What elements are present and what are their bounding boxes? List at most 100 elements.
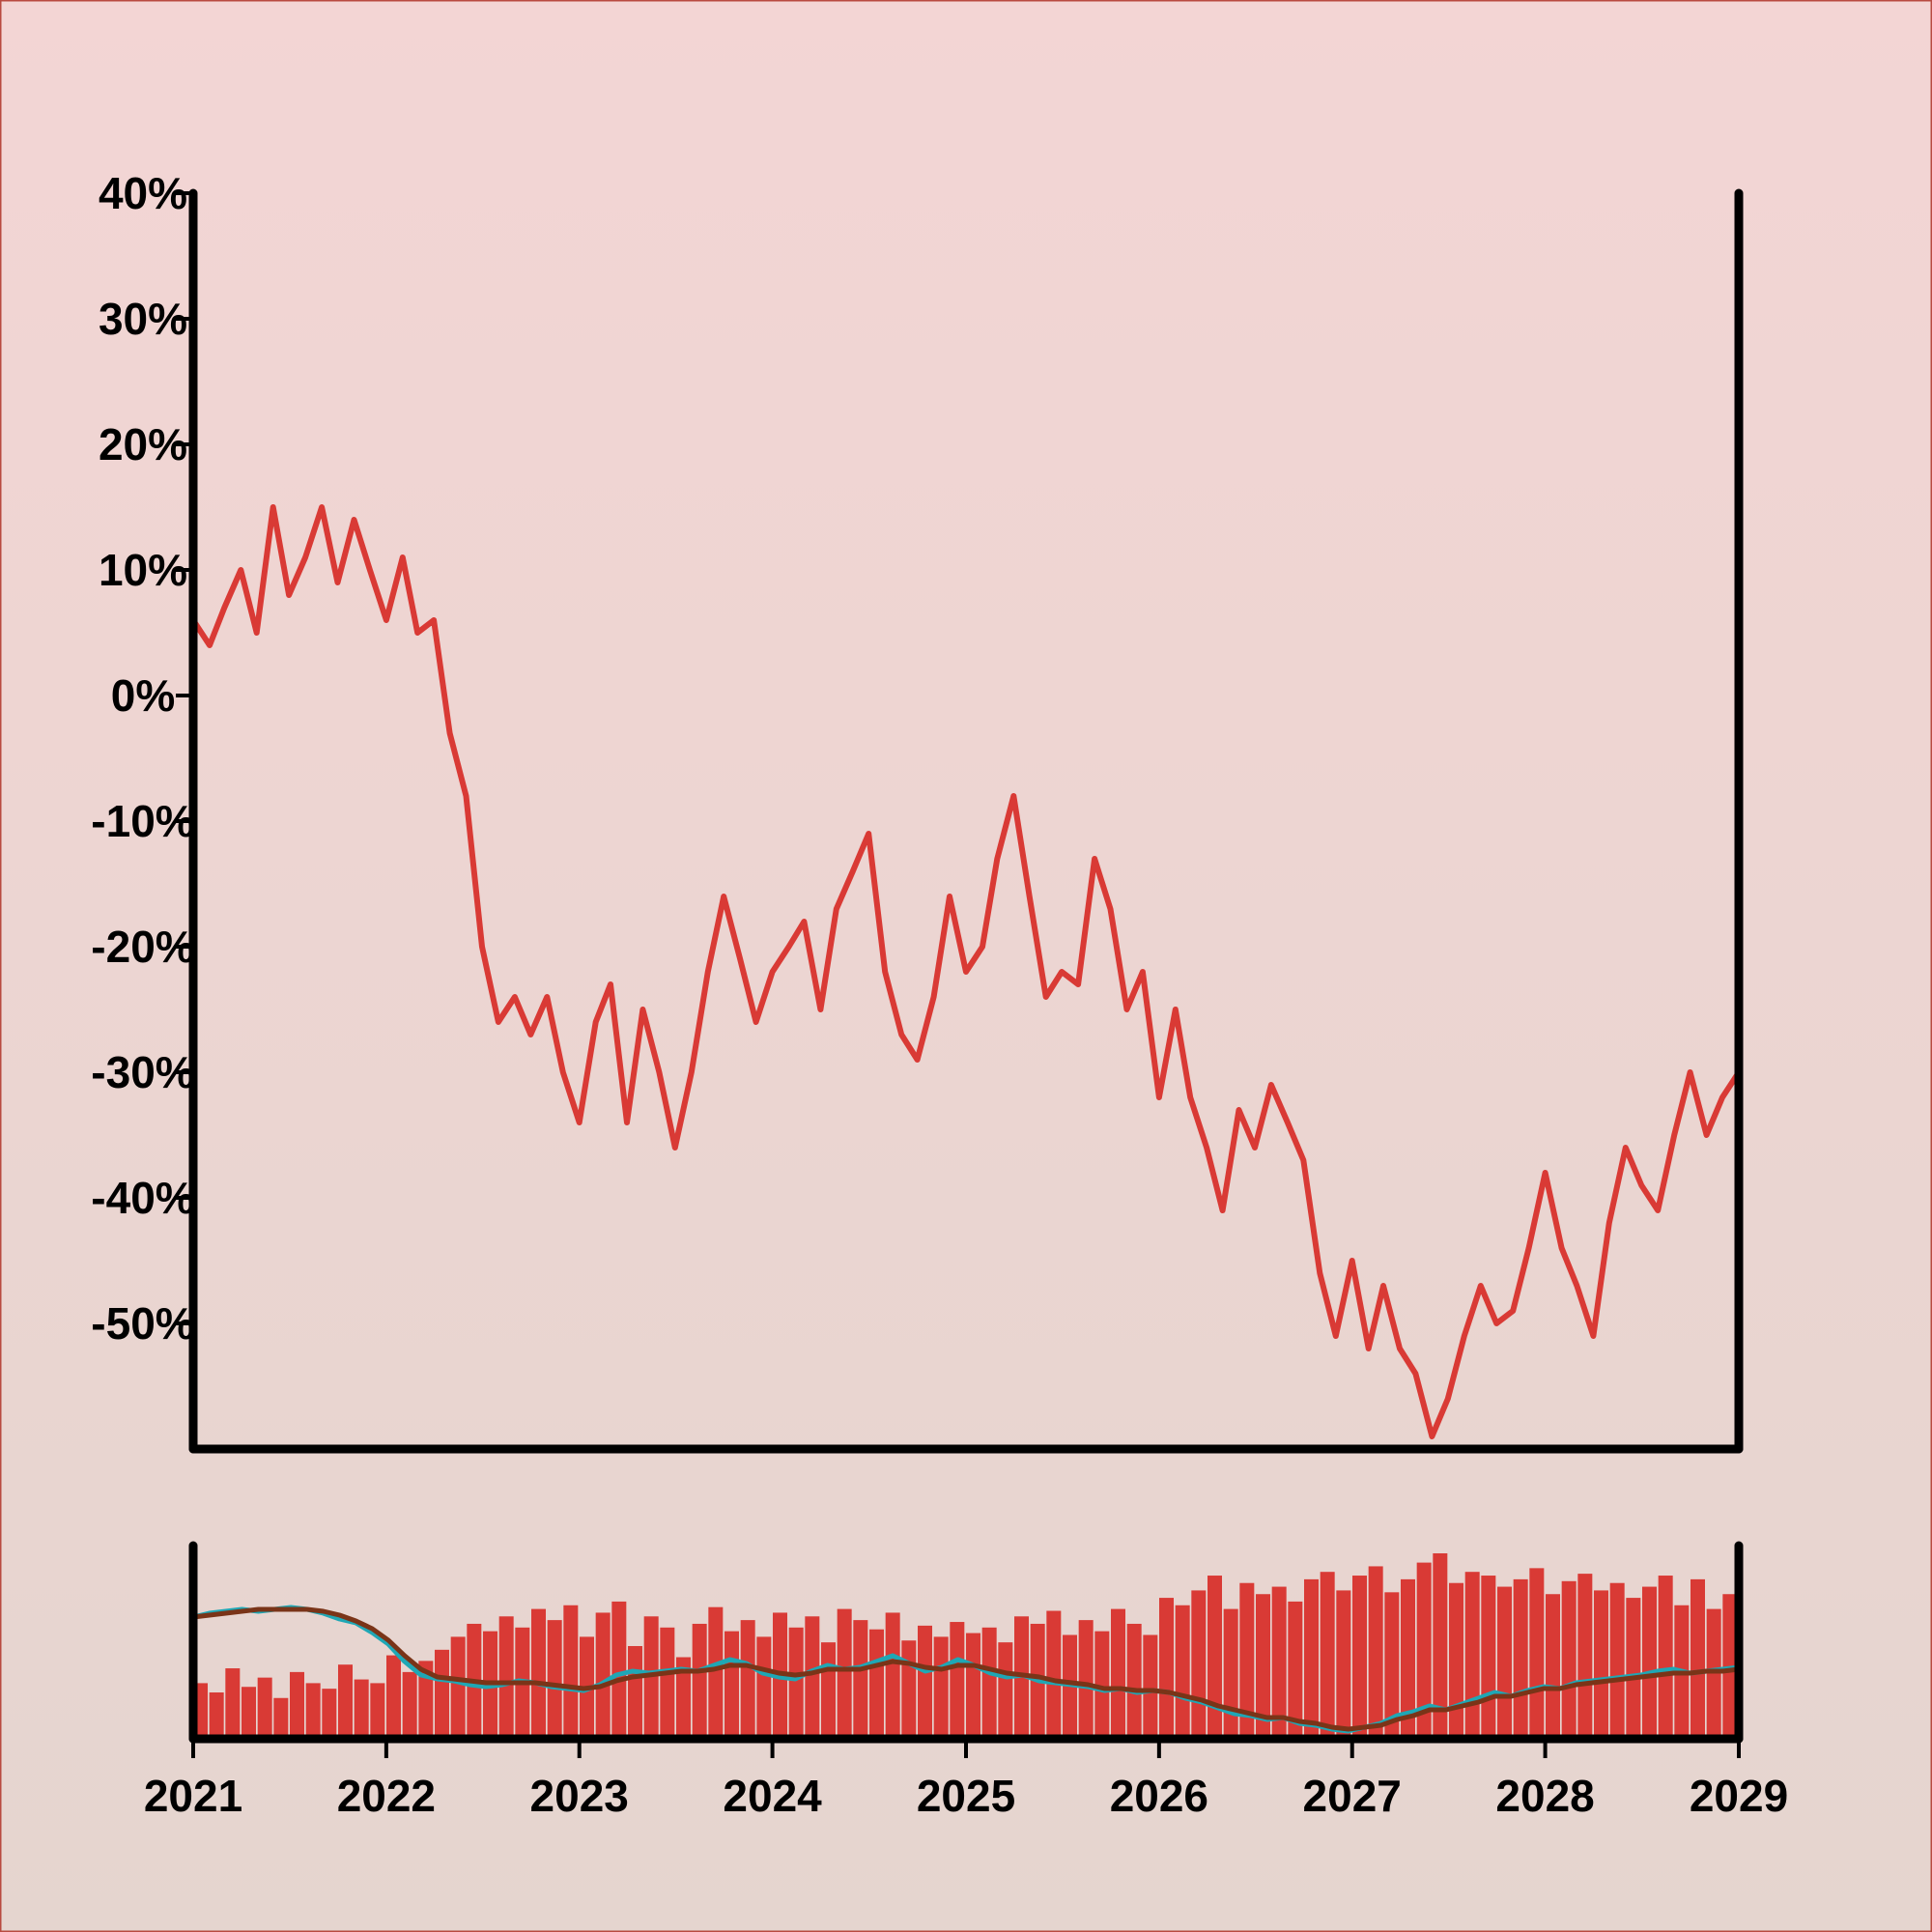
volume-bar (788, 1627, 804, 1739)
x-tick-label: 2026 (1110, 1771, 1208, 1821)
volume-bar (531, 1608, 546, 1739)
price-line (190, 504, 1742, 1439)
volume-bar (225, 1668, 241, 1739)
x-tick-label: 2022 (337, 1771, 436, 1821)
volume-bar (660, 1627, 675, 1739)
volume-bar (1706, 1608, 1721, 1739)
volume-bar (1094, 1631, 1110, 1739)
volume-bar (837, 1608, 852, 1739)
volume-bar (1594, 1590, 1608, 1739)
volume-bar (1046, 1610, 1062, 1739)
volume-bar (1690, 1578, 1705, 1739)
volume-bar (1159, 1598, 1174, 1739)
x-tick-label: 2027 (1303, 1771, 1402, 1821)
volume-bar (435, 1649, 449, 1739)
y-tick-label: 10% (99, 545, 187, 595)
volume-bar (338, 1664, 353, 1739)
volume-bar (1191, 1590, 1207, 1739)
price-panel (190, 504, 1742, 1439)
volume-bar (933, 1636, 949, 1739)
volume-bar (1384, 1592, 1400, 1739)
volume-bar (724, 1631, 739, 1739)
y-tick-label: 30% (99, 294, 187, 344)
volume-bar (692, 1623, 707, 1739)
volume-bar (354, 1679, 369, 1739)
volume-bar (1271, 1586, 1287, 1739)
volume-bar (1256, 1594, 1270, 1739)
volume-bar (322, 1689, 337, 1739)
volume-bar (998, 1642, 1013, 1739)
volume-bar (1546, 1594, 1560, 1739)
volume-bar (676, 1657, 691, 1739)
volume-bar (402, 1671, 417, 1739)
x-tick-label: 2024 (723, 1771, 822, 1821)
volume-bar (708, 1606, 724, 1739)
y-tick-label: -10% (91, 796, 194, 846)
moving-average-layer (192, 1605, 1740, 1734)
volume-bar (1111, 1608, 1125, 1739)
volume-bar (1626, 1598, 1641, 1739)
volume-bar (740, 1620, 755, 1739)
y-tick-label: 40% (99, 168, 187, 218)
volume-bar (805, 1616, 820, 1739)
volume-bar (1320, 1572, 1335, 1739)
volume-bar (1175, 1605, 1190, 1739)
volume-bar (1143, 1634, 1158, 1739)
volume-bar (901, 1640, 917, 1739)
volume-bar (595, 1612, 611, 1739)
volume-bar (1497, 1586, 1512, 1739)
axes (176, 188, 1744, 1758)
x-tick-label: 2023 (530, 1771, 629, 1821)
volume-bar (563, 1605, 579, 1739)
volume-bar (370, 1683, 385, 1739)
volume-bar (1513, 1578, 1528, 1739)
volume-bar (918, 1625, 932, 1739)
tick-labels: 40% 30% 20% 10% 0% -10% -20% -30% -40% -50% 2021 20… (91, 168, 1788, 1821)
volume-bar (209, 1692, 224, 1739)
volume-bar (1481, 1576, 1496, 1739)
volume-bar (1658, 1576, 1673, 1739)
y-tick-label: -40% (91, 1173, 194, 1223)
x-tick-label: 2025 (917, 1771, 1015, 1821)
y-tick-label: 20% (99, 419, 187, 469)
volume-bar (1642, 1586, 1657, 1739)
volume-bar (1336, 1590, 1351, 1739)
volume-bar (628, 1646, 642, 1739)
volume-bar (273, 1697, 289, 1739)
y-tick-label: -30% (91, 1047, 194, 1097)
volume-bar (1368, 1566, 1383, 1739)
volume-bar (869, 1629, 884, 1739)
volume-bar (611, 1601, 627, 1739)
volume-bar (966, 1633, 980, 1739)
volume-bar (305, 1683, 321, 1739)
volume-bar (1304, 1578, 1319, 1739)
volume-bar (257, 1677, 272, 1739)
volume-bar (1288, 1601, 1303, 1739)
volume-bar (981, 1627, 997, 1739)
volume-bar (853, 1620, 868, 1739)
x-tick-label: 2029 (1690, 1771, 1788, 1821)
volume-bar (1239, 1582, 1255, 1739)
volume-bar (1561, 1580, 1577, 1739)
volume-bar (1352, 1576, 1367, 1739)
volume-bar (1464, 1572, 1480, 1739)
volume-bar (547, 1620, 562, 1739)
y-tick-label: 0% (111, 670, 175, 721)
y-tick-label: -20% (91, 922, 194, 972)
volume-bar (1609, 1582, 1625, 1739)
volume-bar (498, 1616, 514, 1739)
volume-bar (1577, 1574, 1593, 1739)
volume-bar (1208, 1576, 1222, 1739)
x-tick-label: 2028 (1495, 1771, 1594, 1821)
volume-bar (242, 1687, 256, 1739)
volume-bar (386, 1655, 401, 1739)
x-tick-label: 2021 (144, 1771, 242, 1821)
volume-bar (885, 1612, 900, 1739)
volume-bar (418, 1661, 434, 1739)
volume-bar (1449, 1582, 1463, 1739)
volume-bar (950, 1622, 965, 1739)
volume-bar (1223, 1608, 1238, 1739)
y-tick-label: -50% (91, 1298, 194, 1349)
